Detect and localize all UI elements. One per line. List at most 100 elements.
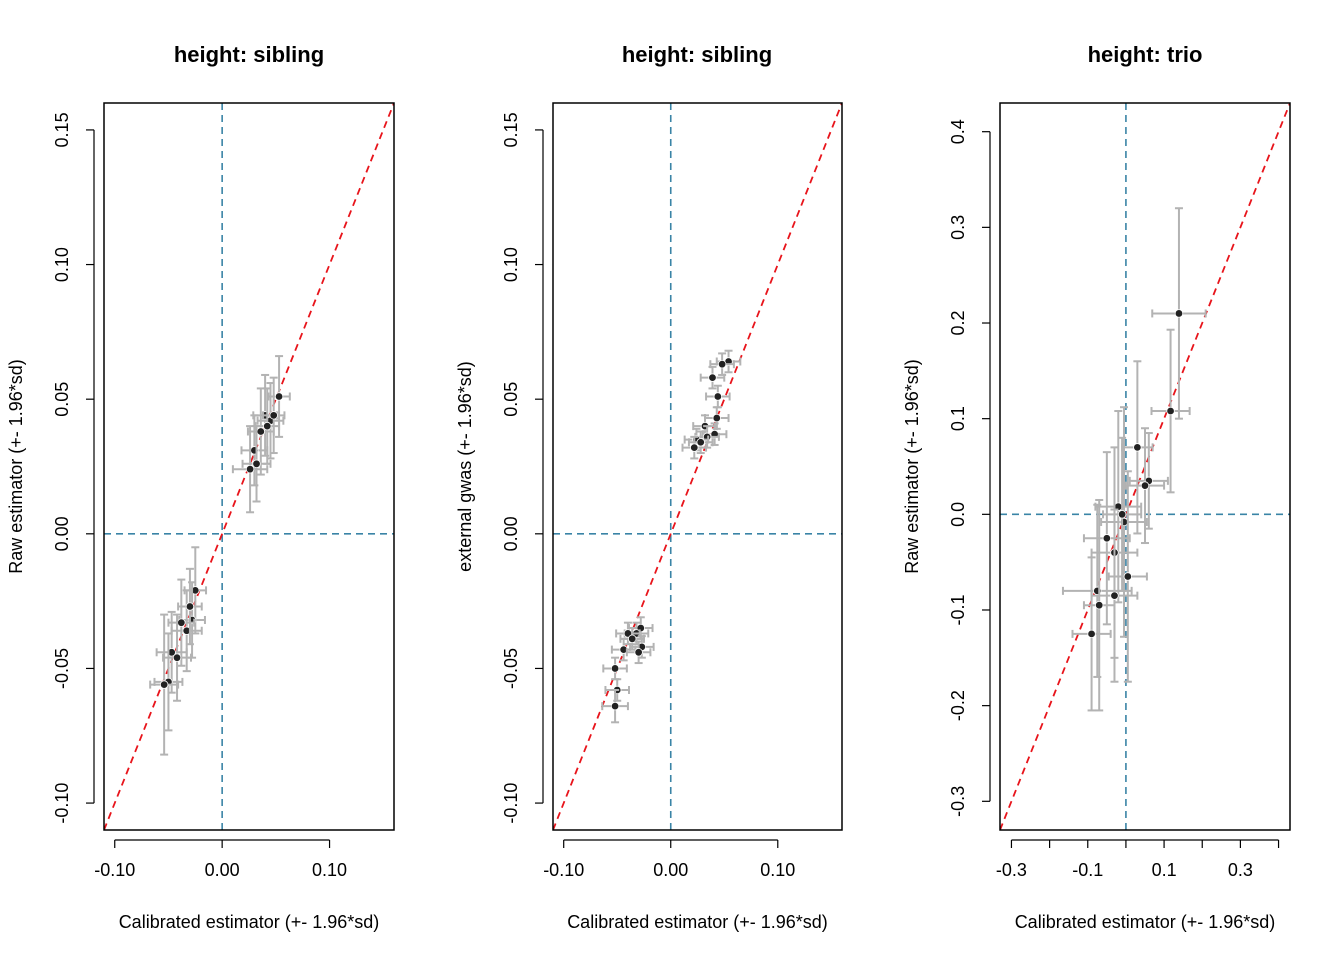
y-axis: -0.3 -0.2 -0.1 0.0 0.1 0.2 0.3 0.4 Raw estimator… (902, 119, 991, 817)
identity-line (104, 103, 394, 830)
data-point (628, 634, 637, 644)
data-point-group (177, 567, 203, 646)
data-point (1166, 406, 1175, 416)
y-tick-label: -0.1 (948, 594, 968, 625)
y-tick-label: 0.10 (52, 247, 72, 282)
data-point-group (1082, 498, 1116, 712)
y-tick-label: -0.05 (501, 648, 521, 689)
data-point-group (1102, 436, 1143, 592)
data-point (610, 664, 620, 673)
panel-title: height: sibling (622, 42, 772, 67)
y-tick-label: 0.05 (52, 382, 72, 417)
data-point (1174, 309, 1184, 318)
plot-area (553, 103, 842, 830)
data-point-group (1151, 207, 1207, 420)
y-tick-label: 0.15 (501, 112, 521, 147)
x-tick-label: -0.3 (996, 860, 1027, 880)
data-point-group (615, 621, 641, 646)
y-tick-label: 0.15 (52, 112, 72, 147)
x-axis: -0.10 0.00 0.10 Calibrated estimator (+- 1.… (543, 839, 828, 932)
data-point (1117, 510, 1127, 519)
data-point (1102, 534, 1112, 543)
data-point (252, 459, 261, 469)
y-axis-label: Raw estimator (+- 1.96*sd) (6, 359, 26, 574)
data-point-group (231, 425, 269, 514)
y-tick-label: -0.10 (52, 783, 72, 824)
panel-title: height: trio (1088, 42, 1203, 67)
y-tick-label: -0.3 (948, 786, 968, 817)
identity-line (1000, 103, 1290, 830)
y-tick-label: 0.10 (501, 247, 521, 282)
data-point-group (681, 435, 708, 460)
panel-2: height: sibling -0.10 0.00 0.10 Calibrated e… (455, 42, 843, 932)
x-tick-label: 0.10 (760, 860, 795, 880)
x-axis-label: Calibrated estimator (+- 1.96*sd) (1015, 912, 1276, 932)
y-tick-label: 0.00 (501, 516, 521, 551)
y-tick-label: 0.0 (948, 502, 968, 527)
data-point-group (1107, 470, 1148, 683)
x-tick-label: -0.1 (1072, 860, 1103, 880)
data-point-group (1121, 360, 1154, 535)
y-tick-label: 0.00 (52, 516, 72, 551)
data-point (690, 443, 699, 452)
x-tick-label: 0.3 (1228, 860, 1253, 880)
x-axis-label: Calibrated estimator (+- 1.96*sd) (119, 912, 380, 932)
data-point (713, 392, 723, 401)
data-point (1110, 591, 1119, 600)
data-point-group (261, 376, 286, 455)
data-point (263, 421, 272, 431)
data-point-group (1071, 556, 1112, 712)
y-axis: -0.10 -0.05 0.00 0.05 0.10 0.15 Raw estimator … (6, 112, 95, 824)
data-point-group (1124, 427, 1166, 545)
x-tick-label: 0.1 (1152, 860, 1177, 880)
panel-1: height: sibling -0.10 0.00 0.10 Calibrated e… (6, 42, 395, 932)
panel-title: height: sibling (174, 42, 324, 67)
y-axis: -0.10 -0.05 0.00 0.05 0.10 0.15 external gwas … (455, 112, 544, 824)
data-point-group (254, 387, 281, 465)
data-point (1123, 572, 1133, 581)
plot-frame (103, 102, 395, 831)
x-tick-label: -0.10 (543, 860, 584, 880)
data-point (1133, 443, 1142, 452)
data-point (245, 464, 255, 474)
data-point-group (1094, 410, 1143, 604)
data-point-group (687, 430, 714, 455)
x-tick-label: 0.00 (653, 860, 688, 880)
y-tick-label: -0.05 (52, 648, 72, 689)
data-point (177, 618, 186, 627)
data-point-group (149, 613, 180, 756)
y-tick-label: 0.2 (948, 310, 968, 335)
identity-line (553, 103, 842, 830)
data-point (708, 373, 717, 382)
panel-3: height: trio -0.3 -0.1 0.1 0.3 Calibrated est… (902, 42, 1291, 932)
data-point-group (1150, 328, 1191, 494)
y-tick-label: -0.10 (501, 783, 521, 824)
data-point (1095, 601, 1104, 610)
data-point-group (162, 613, 192, 702)
y-axis-label: external gwas (+- 1.96*sd) (455, 361, 475, 572)
data-point (256, 427, 266, 436)
data-point (172, 653, 182, 662)
data-point (274, 392, 284, 401)
x-tick-label: 0.10 (312, 860, 347, 880)
data-point (269, 411, 278, 420)
plot-area (1000, 103, 1290, 830)
x-axis: -0.3 -0.1 0.1 0.3 Calibrated estimator (+- 1… (996, 839, 1280, 932)
data-point (712, 413, 721, 423)
data-point-group (241, 425, 272, 503)
plot-frame (999, 102, 1291, 831)
y-tick-label: 0.05 (501, 382, 521, 417)
data-point (717, 359, 727, 369)
data-point-group (602, 656, 628, 681)
data-point (696, 438, 705, 447)
data-point-group (699, 365, 726, 390)
x-tick-label: -0.10 (94, 860, 135, 880)
data-point-group (1100, 406, 1148, 638)
y-axis-label: Raw estimator (+- 1.96*sd) (902, 359, 922, 574)
x-axis: -0.10 0.00 0.10 Calibrated estimator (+- 1.… (94, 839, 380, 932)
plot-frame (552, 102, 843, 831)
y-tick-label: 0.3 (948, 215, 968, 240)
x-axis-label: Calibrated estimator (+- 1.96*sd) (567, 912, 828, 932)
data-point (610, 701, 620, 711)
